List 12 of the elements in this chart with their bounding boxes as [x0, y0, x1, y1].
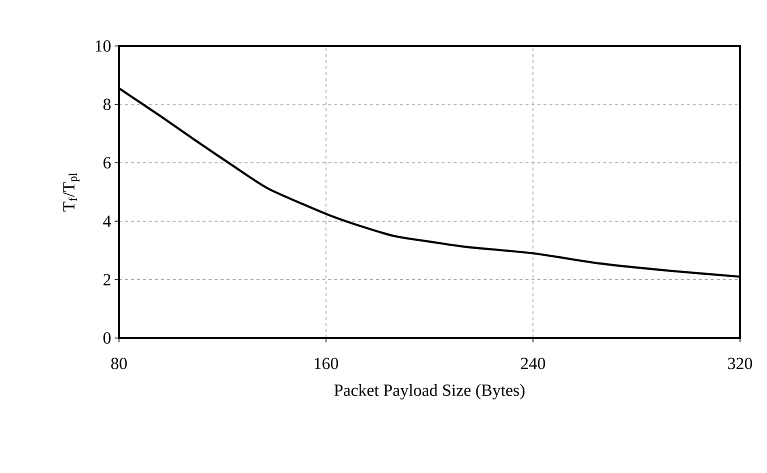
- x-tick-label: 240: [521, 358, 546, 370]
- y-tick-label: 8: [103, 98, 111, 110]
- y-tick-label: 6: [104, 157, 111, 168]
- y-tick-label: 2: [104, 274, 110, 286]
- x-tick-label: 80: [111, 358, 127, 370]
- y-tick-label: 10: [96, 40, 111, 52]
- y-tick-label: 4: [103, 216, 111, 227]
- y-axis-title: T$_{f}$/T$_{pl}$: [63, 172, 80, 212]
- x-tick-label: 160: [314, 358, 338, 370]
- y-tick-label: 0: [103, 332, 111, 344]
- x-tick-label: 320: [728, 358, 752, 370]
- x-axis-title: Packet Payload Size (Bytes): [334, 384, 524, 400]
